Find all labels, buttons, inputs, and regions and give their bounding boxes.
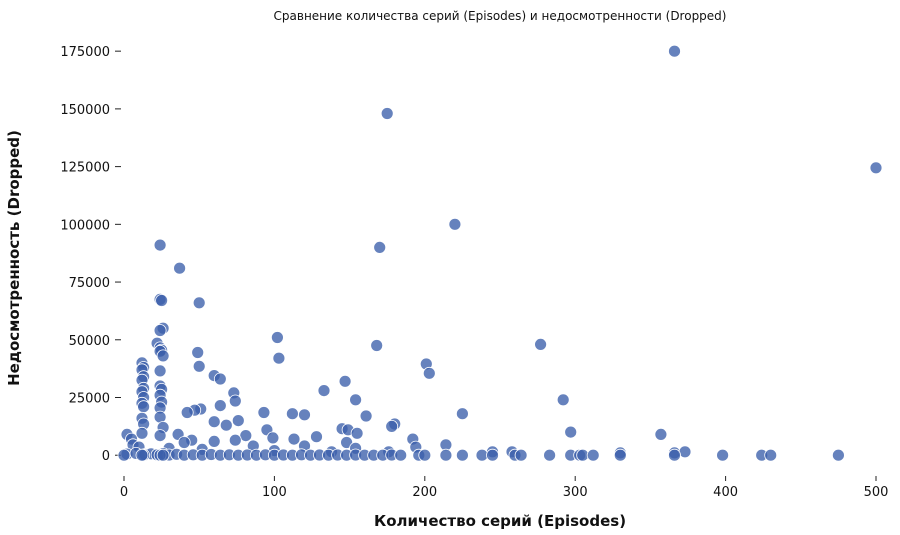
data-point [455,448,469,462]
x-tick-label: 100 [262,485,287,500]
data-point [173,261,187,275]
data-point [556,393,570,407]
data-point [514,448,528,462]
data-point [422,366,436,380]
data-point [213,399,227,413]
data-point [373,240,387,254]
data-point [207,415,221,429]
data-point [310,430,323,444]
chart-title: Сравнение количества серий (Episodes) и … [274,9,727,23]
data-point [228,433,242,447]
data-point [153,429,167,443]
data-point [155,294,169,307]
data-point [832,448,845,462]
data-point [177,436,191,449]
data-point [370,339,384,352]
data-point [156,448,170,462]
y-tick-label: 100000 [60,218,110,233]
data-point [153,238,167,252]
data-point [350,426,364,440]
data-point [448,217,462,231]
data-point [380,107,394,120]
y-tick-label: 50000 [69,334,110,349]
scatter-points [117,44,883,462]
data-point [153,364,167,378]
data-point [385,419,399,433]
data-point [156,349,170,363]
data-point [668,44,681,58]
data-point [564,425,578,439]
data-point [180,406,194,419]
x-tick-label: 400 [713,485,738,500]
data-point [213,372,227,386]
data-point [486,448,499,462]
data-point [239,429,253,443]
data-point [192,296,206,310]
data-point [231,414,245,428]
data-point [869,161,883,175]
x-axis-label: Количество серий (Episodes) [374,512,626,530]
data-point [543,448,556,462]
data-point [137,400,151,414]
data-point [586,448,600,462]
x-tick-label: 300 [563,485,588,500]
y-tick-label: 0 [102,449,110,464]
data-point [418,448,432,462]
data-point [135,426,149,440]
data-point [117,448,131,462]
y-tick-label: 25000 [69,391,110,406]
data-point [654,427,668,441]
data-point [257,406,271,419]
data-point [534,337,547,351]
data-point [455,407,469,421]
data-point [298,408,311,422]
data-point [191,346,205,359]
data-point [272,351,286,365]
y-axis-label: Недосмотренность (Dropped) [5,130,23,386]
x-tick-label: 0 [120,485,128,500]
y-tick-label: 125000 [60,161,110,176]
data-point [668,448,681,462]
data-point [359,409,373,423]
y-tick-label: 75000 [69,276,110,291]
data-point [192,359,206,373]
x-tick-label: 200 [412,485,437,500]
data-point [270,331,284,344]
data-point [613,448,627,462]
y-tick-label: 175000 [60,45,110,60]
data-point [287,432,301,446]
data-point [266,431,280,445]
data-point [764,448,778,462]
data-point [349,393,363,407]
data-point [153,324,167,337]
data-point [219,418,233,432]
x-tick-label: 500 [864,485,889,500]
data-point [439,448,453,462]
data-point [716,448,729,462]
y-tick-label: 150000 [60,103,110,118]
data-point [285,407,299,421]
data-point [207,434,221,448]
x-axis: 0 100 200 300 400 500 [120,476,889,500]
data-point [228,394,242,408]
y-axis: 0 25000 50000 75000 100000 125000 150000 175000 [60,45,121,464]
data-point [394,448,408,462]
data-point [135,448,149,462]
data-point [338,374,352,388]
data-point [317,384,331,398]
data-point [340,436,354,449]
